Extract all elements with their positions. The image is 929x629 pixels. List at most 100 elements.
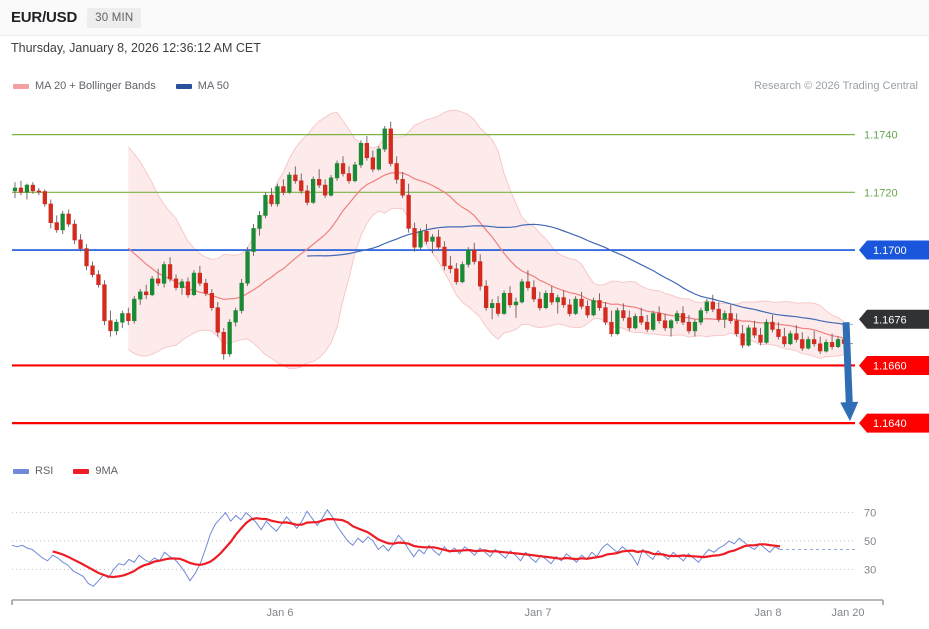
candle bbox=[823, 339, 829, 353]
legend-item-ma20[interactable]: MA 20 + Bollinger Bands bbox=[13, 80, 156, 92]
candle bbox=[364, 136, 370, 161]
price-tag-1.1676[interactable]: 1.1676 bbox=[859, 309, 929, 329]
candle-body bbox=[281, 186, 286, 193]
candle bbox=[299, 173, 304, 194]
candle-body bbox=[704, 301, 710, 311]
candle bbox=[615, 307, 620, 336]
candle bbox=[370, 150, 376, 173]
candle bbox=[507, 286, 513, 308]
candle bbox=[716, 301, 721, 323]
candle-body bbox=[126, 313, 131, 321]
candle bbox=[597, 293, 602, 311]
legend-item-rsi[interactable]: RSI bbox=[13, 465, 53, 477]
candle-body bbox=[573, 298, 578, 314]
candle-body bbox=[770, 321, 775, 330]
price-tag-1.1640[interactable]: 1.1640 bbox=[859, 413, 929, 433]
candle bbox=[156, 268, 161, 287]
bollinger-band-fill bbox=[128, 110, 845, 369]
candle-body bbox=[382, 128, 387, 150]
candle bbox=[161, 261, 167, 288]
candle bbox=[531, 280, 537, 302]
candle-body bbox=[364, 143, 370, 159]
candle bbox=[132, 296, 137, 324]
candle bbox=[525, 270, 531, 291]
rsi-axis-label-50: 50 bbox=[864, 536, 876, 548]
candle-body bbox=[84, 248, 89, 267]
candle bbox=[740, 325, 745, 349]
candle-body bbox=[251, 228, 256, 252]
candle-body bbox=[90, 265, 95, 275]
timeframe-badge[interactable]: 30 MIN bbox=[87, 7, 142, 28]
candle bbox=[394, 156, 399, 184]
rsi-ma-color-swatch bbox=[73, 468, 90, 474]
candle-body bbox=[156, 278, 161, 284]
candle bbox=[322, 179, 328, 199]
arrow-head bbox=[840, 401, 859, 422]
candle-body bbox=[644, 321, 650, 330]
candle bbox=[245, 247, 250, 287]
candle bbox=[215, 301, 220, 337]
candle bbox=[472, 242, 477, 265]
candle-body bbox=[454, 268, 459, 283]
candle-body bbox=[495, 303, 501, 314]
candle bbox=[257, 211, 262, 236]
candle bbox=[704, 299, 710, 314]
candle-body bbox=[615, 310, 620, 335]
legend-item-9ma[interactable]: 9MA bbox=[73, 465, 118, 477]
candle-body bbox=[543, 292, 549, 308]
candle-body bbox=[519, 281, 525, 303]
candle-body bbox=[370, 157, 376, 170]
legend-label-rsi: RSI bbox=[35, 465, 54, 477]
price-tag-1.1660[interactable]: 1.1660 bbox=[859, 355, 929, 375]
rsi-axis-label-70: 70 bbox=[864, 508, 876, 520]
candle bbox=[233, 307, 238, 327]
candle bbox=[806, 336, 811, 350]
candle-body bbox=[817, 343, 823, 352]
candle-body bbox=[233, 310, 238, 323]
candle-body bbox=[227, 321, 232, 355]
candle-body bbox=[716, 308, 721, 320]
candle-body bbox=[531, 287, 537, 300]
price-tag-1.1700[interactable]: 1.1700 bbox=[859, 240, 929, 260]
rsi-line bbox=[11, 508, 781, 587]
candle bbox=[48, 199, 53, 229]
candle bbox=[418, 228, 423, 251]
candle-body bbox=[525, 281, 531, 288]
candle bbox=[382, 125, 387, 152]
candle bbox=[585, 300, 590, 318]
price-chart-legend: MA 20 + Bollinger Bands MA 50 bbox=[13, 80, 242, 92]
candle bbox=[42, 189, 48, 207]
candle-body bbox=[108, 320, 113, 332]
price-tag-1.1676-text: 1.1676 bbox=[873, 314, 907, 326]
candle bbox=[561, 290, 566, 308]
candle bbox=[358, 140, 364, 168]
candle bbox=[794, 325, 799, 343]
candle-body bbox=[388, 128, 393, 164]
chart-header: EUR/USD 30 MIN bbox=[0, 0, 929, 36]
candle bbox=[18, 180, 24, 196]
datestamp: Thursday, January 8, 2026 12:36:12 AM CE… bbox=[11, 41, 261, 55]
level-label-1.1720: 1.1720 bbox=[864, 187, 898, 199]
candle-body bbox=[710, 301, 716, 310]
candle bbox=[96, 270, 101, 288]
candle bbox=[203, 278, 209, 297]
candle bbox=[436, 229, 441, 251]
candle-body bbox=[513, 301, 519, 306]
candle bbox=[108, 310, 113, 337]
candle bbox=[78, 234, 83, 252]
candle-body bbox=[221, 331, 226, 355]
legend-item-ma50[interactable]: MA 50 bbox=[175, 80, 229, 92]
symbol-title: EUR/USD bbox=[11, 9, 78, 26]
candle bbox=[650, 310, 656, 331]
candle-body bbox=[257, 215, 262, 229]
candle bbox=[555, 294, 560, 314]
candle-body bbox=[161, 264, 167, 284]
candle-body bbox=[60, 213, 65, 231]
candle-body bbox=[650, 313, 656, 330]
candle-body bbox=[585, 305, 590, 316]
candle-body bbox=[132, 298, 137, 322]
candle bbox=[680, 306, 686, 326]
candle bbox=[543, 290, 549, 310]
candle bbox=[621, 303, 626, 321]
